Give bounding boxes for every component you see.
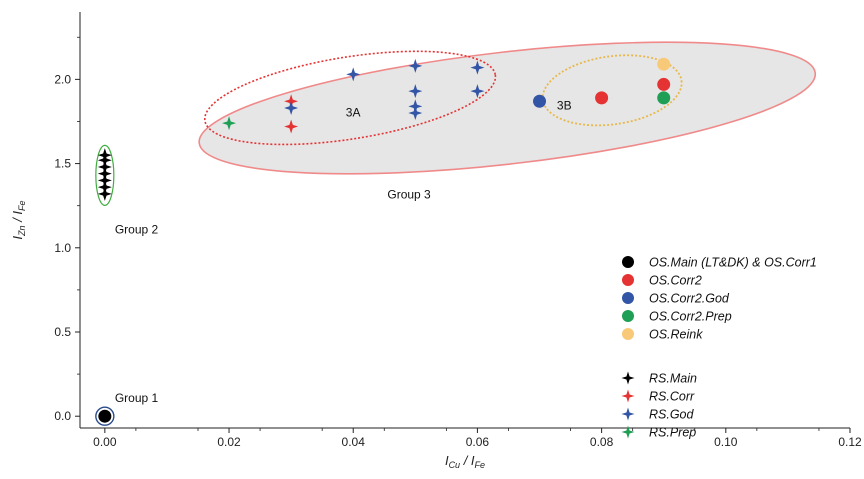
group-1-ring (95, 406, 115, 426)
legend-label: OS.Corr2.Prep (649, 310, 732, 324)
annotation-label: Group 3 (387, 187, 431, 201)
y-tick-label: 0.5 (54, 325, 71, 339)
data-point-star (97, 148, 112, 163)
data-point-circle (98, 409, 112, 423)
data-point-star (408, 106, 423, 121)
legend-marker-circle (622, 274, 634, 286)
legend-label: OS.Reink (649, 328, 703, 342)
annotation-label: Group 2 (115, 222, 159, 236)
legend-marker-circle (622, 328, 634, 340)
legend-label: RS.Corr (649, 390, 695, 404)
data-point-star (470, 84, 485, 99)
annotations: Group 1 Group 2 Group 3 3A 3B (115, 99, 572, 406)
data-point-star (408, 58, 423, 73)
y-tick-label: 2.0 (54, 72, 71, 86)
legend: OS.Main (LT&DK) & OS.Corr1 OS.Corr2 OS.Cor… (621, 256, 817, 440)
legend-label: OS.Corr2 (649, 274, 702, 288)
group-regions (95, 41, 817, 426)
y-tick-label: 0.0 (54, 409, 71, 423)
x-tick-label: 0.00 (93, 435, 117, 449)
annotation-label: Group 1 (115, 391, 159, 405)
group-3-region (198, 41, 817, 175)
legend-label: OS.Corr2.God (649, 292, 730, 306)
x-tick-label: 0.08 (590, 435, 614, 449)
x-tick-label: 0.06 (466, 435, 490, 449)
x-tick-label: 0.04 (342, 435, 366, 449)
data-point-circle (657, 91, 671, 105)
data-point-star (470, 60, 485, 75)
data-point-circle (657, 77, 671, 91)
y-tick-label: 1.5 (54, 157, 71, 171)
annotation-label: 3A (346, 105, 361, 119)
data-point-star (346, 67, 361, 82)
legend-label: OS.Main (LT&DK) & OS.Corr1 (649, 256, 817, 270)
legend-marker-circle (622, 310, 634, 322)
legend-marker-circle (622, 256, 634, 268)
legend-label: RS.God (649, 408, 695, 422)
legend-label: RS.Prep (649, 426, 696, 440)
legend-marker-circle (622, 292, 634, 304)
x-tick-label: 0.12 (838, 435, 862, 449)
x-tick-label: 0.02 (217, 435, 241, 449)
legend-marker-star (621, 389, 635, 403)
axes: 0.00 0.02 0.04 0.06 0.08 0.10 0.12 0.0 0.5 1.0 1.5… (10, 12, 862, 470)
data-point-star (284, 119, 299, 134)
data-points (97, 57, 671, 423)
x-axis-title: ICu / IFe (445, 453, 485, 470)
legend-label: RS.Main (649, 372, 697, 386)
data-point-circle (595, 91, 609, 105)
y-axis-title: IZn / IFe (10, 200, 27, 239)
data-point-star (284, 101, 299, 115)
y-tick-label: 1.0 (54, 241, 71, 255)
legend-marker-star (621, 407, 635, 421)
group-2-region (95, 144, 115, 206)
data-point-circle (657, 57, 671, 71)
data-point-star (222, 116, 237, 131)
legend-marker-star (621, 371, 635, 385)
x-tick-label: 0.10 (714, 435, 738, 449)
annotation-label: 3B (557, 99, 572, 113)
data-point-circle (533, 94, 547, 108)
legend-marker-star (621, 425, 635, 439)
data-point-star (408, 84, 423, 99)
